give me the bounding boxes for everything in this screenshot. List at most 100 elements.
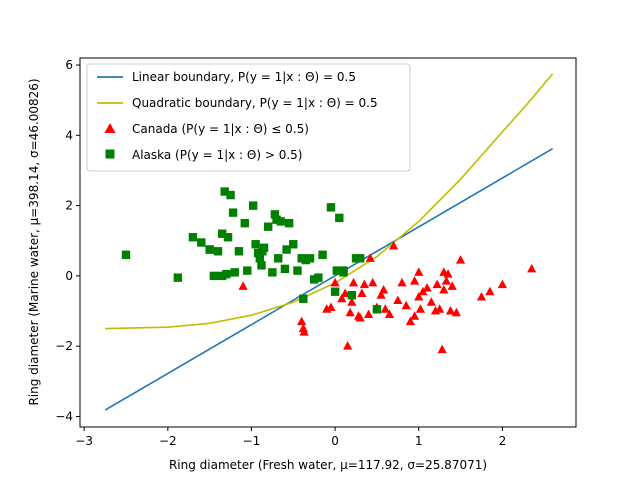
- canada-point: [476, 291, 487, 301]
- canada-point: [397, 277, 407, 287]
- alaska-point: [240, 218, 249, 228]
- legend-alaska-label: Alaska (P(y = 1|x : Θ) > 0.5): [132, 148, 302, 162]
- alaska-point: [205, 245, 214, 254]
- canada-point: [326, 302, 336, 312]
- alaska-point: [209, 271, 219, 281]
- alaska-point: [347, 291, 357, 300]
- alaska-point: [173, 273, 183, 282]
- alaska-point: [293, 266, 302, 275]
- alaska-point: [251, 240, 260, 249]
- canada-point: [368, 277, 378, 287]
- canada-point: [426, 297, 436, 306]
- alaska-point: [230, 268, 239, 277]
- canada-point: [363, 309, 374, 319]
- alaska-point: [284, 218, 294, 228]
- legend-quadratic-label: Quadratic boundary, P(y = 1|x : Θ) = 0.5: [132, 96, 378, 110]
- alaska-point: [258, 247, 267, 256]
- alaska-point: [121, 250, 131, 259]
- canada-point: [347, 297, 357, 306]
- canada-point: [447, 281, 457, 290]
- x-tick-label: 0: [331, 434, 339, 448]
- canada-point: [355, 313, 365, 322]
- canada-point: [357, 288, 367, 297]
- canada-point: [409, 276, 420, 285]
- canada-point: [435, 304, 445, 313]
- data-points: [121, 187, 537, 354]
- alaska-point: [299, 294, 308, 303]
- canada-point: [432, 279, 442, 289]
- canada-point: [497, 279, 507, 289]
- canada-point: [379, 284, 389, 294]
- alaska-point: [197, 238, 206, 247]
- canada-point: [409, 311, 420, 320]
- alaska-point: [289, 240, 298, 249]
- alaska-point: [263, 222, 273, 231]
- y-tick-label: 2: [65, 199, 73, 213]
- alaska-point: [276, 217, 285, 226]
- canada-point: [451, 307, 461, 317]
- alaska-point: [335, 213, 344, 223]
- alaska-point: [220, 187, 229, 196]
- alaska-point: [282, 245, 291, 254]
- canada-point: [299, 327, 309, 336]
- canada-point: [343, 341, 353, 350]
- canada-point: [437, 344, 447, 354]
- canada-point: [384, 309, 395, 319]
- canada-point: [393, 295, 403, 304]
- legend-linear-label: Linear boundary, P(y = 1|x : Θ) = 0.5: [132, 70, 356, 84]
- y-axis-label: Ring diameter (Marine water, μ=398.14, σ…: [27, 78, 41, 405]
- canada-point: [365, 253, 375, 262]
- canada-point: [401, 300, 411, 310]
- alaska-point: [330, 287, 340, 296]
- alaska-point: [217, 271, 227, 281]
- alaska-point: [188, 233, 198, 242]
- alaska-point: [248, 201, 258, 210]
- canada-point: [414, 291, 424, 301]
- canada-point: [443, 269, 453, 278]
- canada-point: [337, 293, 347, 303]
- y-tick-label: −2: [55, 339, 73, 353]
- alaska-point: [332, 266, 341, 275]
- plot-area: [79, 57, 577, 428]
- alaska-point: [226, 190, 235, 200]
- x-tick-label: −3: [75, 434, 93, 448]
- alaska-point: [228, 208, 238, 217]
- canada-point: [238, 281, 248, 290]
- alaska-point: [274, 254, 283, 263]
- alaska-point: [339, 266, 348, 275]
- linear-boundary-line: [104, 148, 554, 411]
- y-tick-label: −4: [55, 409, 73, 423]
- canada-point: [527, 263, 537, 273]
- alaska-point: [213, 247, 223, 256]
- quadratic-boundary-line: [105, 73, 554, 330]
- alaska-point: [305, 254, 315, 263]
- canada-point: [389, 241, 399, 250]
- canada-point: [340, 288, 350, 297]
- alaska-point: [223, 233, 233, 242]
- canada-point: [380, 304, 390, 313]
- canada-point: [415, 304, 426, 313]
- alaska-point: [372, 305, 382, 314]
- alaska-point: [243, 266, 252, 275]
- canada-point: [359, 279, 369, 289]
- canada-point: [441, 276, 451, 285]
- legend: Linear boundary, P(y = 1|x : Θ) = 0.5 Qu…: [86, 63, 411, 172]
- x-tick-label: 1: [415, 434, 423, 448]
- x-tick-label: −1: [243, 434, 261, 448]
- x-tick-label: 2: [499, 434, 507, 448]
- alaska-point: [326, 203, 336, 212]
- boundary-lines: [104, 73, 554, 411]
- alaska-point: [356, 254, 365, 263]
- canada-point: [439, 284, 449, 294]
- canada-point: [405, 316, 415, 326]
- y-tick-label: 4: [65, 128, 73, 142]
- x-axis: −3 −2 −1 0 1 2: [75, 427, 506, 448]
- canada-point: [348, 277, 359, 287]
- canada-point: [330, 277, 340, 287]
- alaska-point: [268, 268, 277, 277]
- canada-point: [455, 255, 466, 264]
- alaska-point: [270, 210, 280, 219]
- canada-point: [485, 286, 495, 296]
- legend-box: [86, 63, 411, 172]
- x-tick-label: −2: [159, 434, 177, 448]
